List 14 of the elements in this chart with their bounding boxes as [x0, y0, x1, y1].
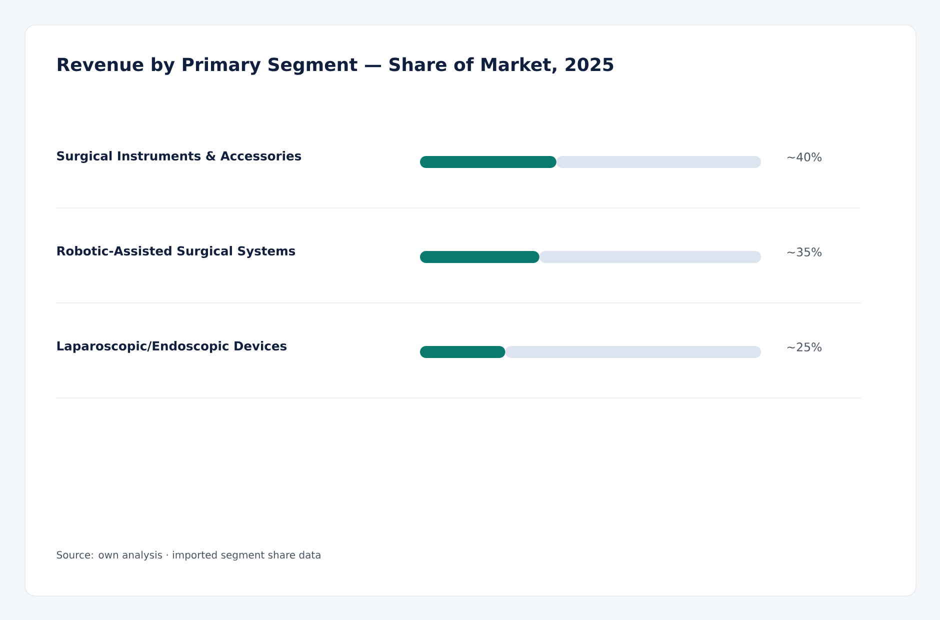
- bar: [539, 250, 761, 263]
- data-label: ~25%: [787, 342, 822, 352]
- y-tick-label: Robotic-Assisted Surgical Systems: [57, 246, 296, 258]
- chart-title: Revenue by Primary Segment — Share of Market, 2025: [58, 57, 614, 75]
- y-tick-label: Laparoscopic/Endoscopic Devices: [57, 341, 287, 353]
- y-tick-label: Surgical Instruments & Accessories: [57, 150, 302, 163]
- bar: [556, 156, 761, 168]
- data-label: ~35%: [787, 248, 822, 256]
- bar: [420, 250, 540, 263]
- bar: [505, 346, 761, 358]
- bar: [420, 156, 556, 168]
- bar: [420, 346, 506, 358]
- data-label: ~40%: [787, 152, 822, 162]
- source-note: Source: own analysis · imported segment share data: [56, 550, 320, 561]
